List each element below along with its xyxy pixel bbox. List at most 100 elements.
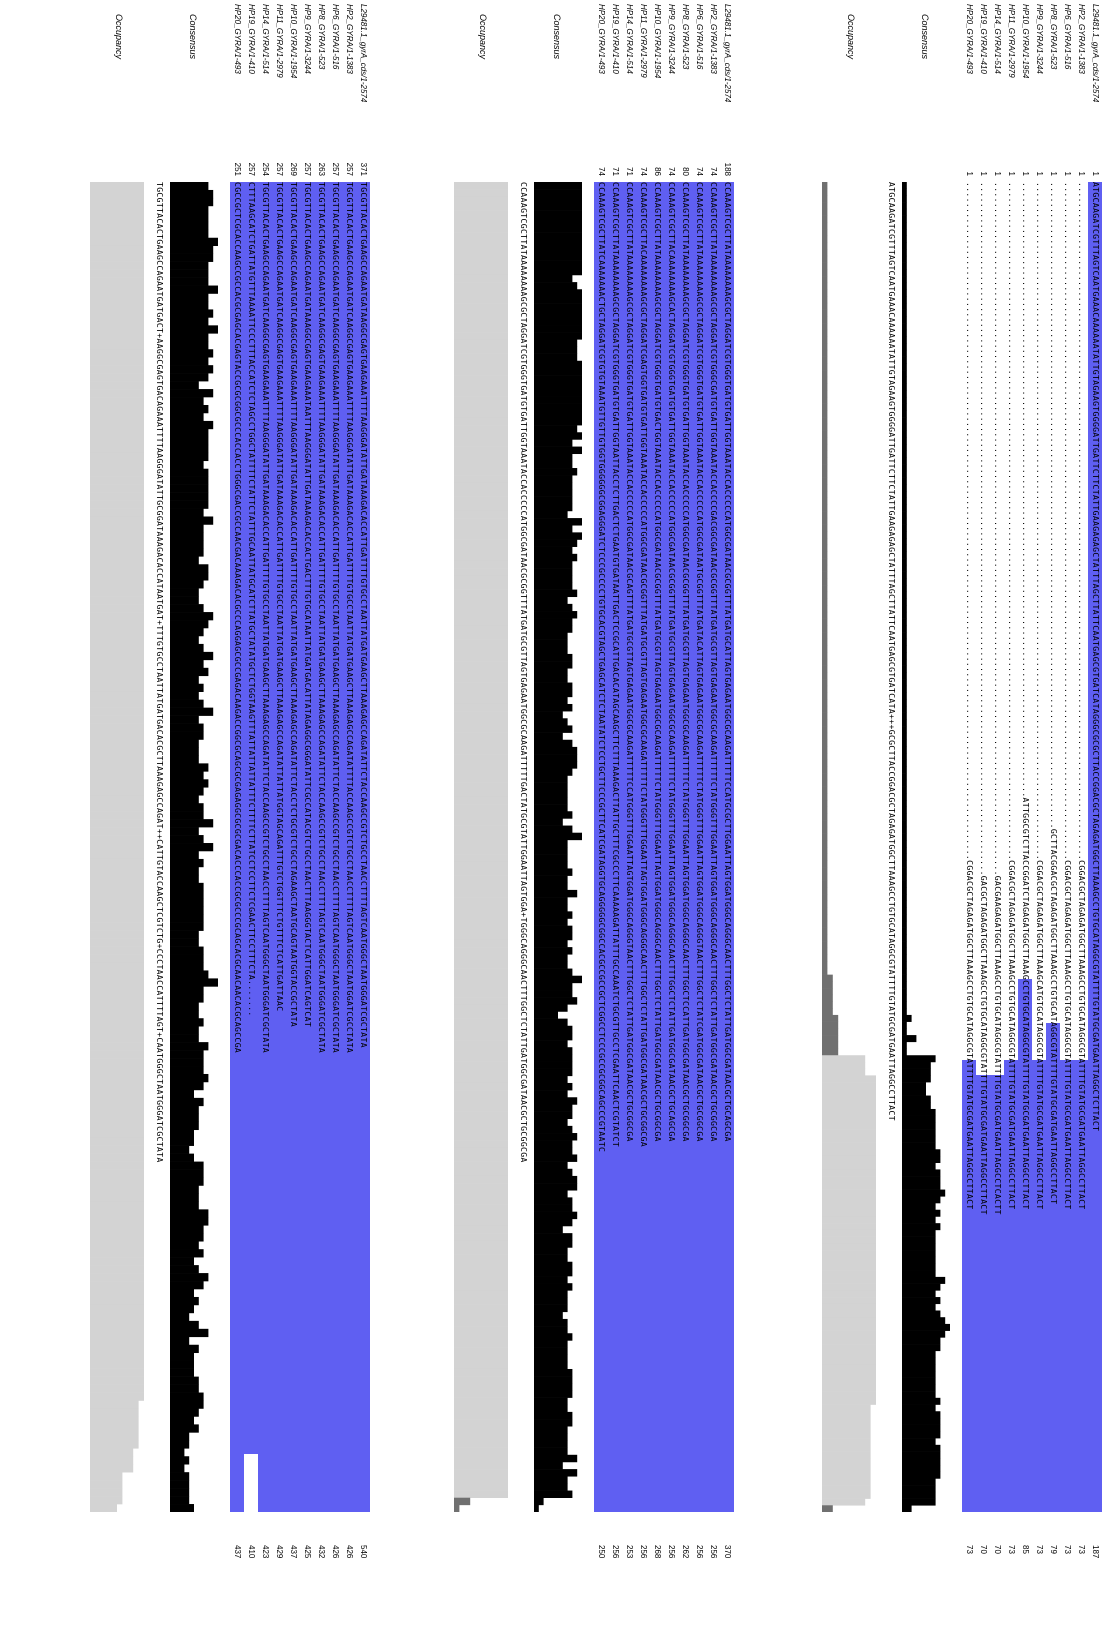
occupancy-bar (454, 1047, 508, 1055)
consensus-bar (170, 850, 199, 860)
consensus-bar (534, 1404, 568, 1413)
consensus-bar (902, 235, 907, 243)
occupancy-bar (454, 947, 508, 955)
occupancy-bar (90, 476, 144, 485)
consensus-bar (902, 1122, 936, 1130)
consensus-bar (534, 553, 578, 562)
occupancy-bar (90, 699, 144, 708)
occupancy-bar (454, 518, 508, 526)
occupancy-bar (822, 517, 828, 525)
consensus-bar (902, 443, 907, 451)
consensus-track-label: Consensus (920, 14, 930, 60)
occupancy-bar (454, 1426, 508, 1434)
consensus-bar (170, 261, 209, 270)
occupancy-bar (90, 381, 144, 390)
consensus-bar (534, 990, 573, 998)
consensus-bar (902, 363, 907, 371)
occupancy-bar (822, 947, 828, 955)
consensus-bar (534, 532, 582, 540)
consensus-bar (170, 1153, 194, 1162)
occupancy-bar (454, 446, 508, 455)
occupancy-bar (454, 1354, 508, 1363)
consensus-bar (170, 245, 214, 254)
occupancy-bar (90, 357, 144, 366)
consensus-bar (170, 1241, 199, 1250)
consensus-bar (902, 1424, 941, 1432)
consensus-bar (902, 329, 907, 337)
occupancy-bar (822, 705, 828, 713)
sequence-residues: CGCCGCTCGCACCAAGCCGCCACGCGAGCACGAGTACCGC… (233, 182, 242, 1054)
consensus-bar (170, 1424, 199, 1433)
consensus-bar (534, 1140, 573, 1148)
consensus-bar (534, 768, 573, 776)
occupancy-bar (90, 922, 144, 931)
consensus-bar (534, 739, 573, 748)
consensus-bar (534, 1254, 568, 1263)
sequence-start-position: 188 (723, 162, 732, 176)
consensus-bar (170, 397, 204, 406)
occupancy-bar (90, 1296, 144, 1306)
occupancy-bar (822, 1444, 871, 1452)
consensus-histogram (902, 182, 954, 1512)
occupancy-bar (90, 779, 144, 788)
occupancy-bar (454, 897, 508, 905)
sequence-name: HP11_GYRA/1-2979 (1007, 4, 1016, 78)
consensus-bar (170, 1265, 199, 1274)
occupancy-bar (822, 645, 828, 653)
sequence-end-position: 73 (1063, 1545, 1072, 1554)
consensus-bar (902, 605, 907, 613)
occupancy-bar (90, 1121, 144, 1131)
consensus-bar (534, 997, 578, 1005)
occupancy-bar (454, 303, 508, 312)
consensus-bar (170, 285, 218, 294)
consensus-bar (534, 403, 582, 412)
consensus-bar (902, 497, 907, 505)
consensus-bar (902, 551, 907, 559)
sequence-residues: ATGCAAGATCGTTTAGTCAATGAAACAAAAAATATTGTAG… (1091, 182, 1100, 1132)
occupancy-bar (822, 625, 828, 633)
occupancy-bar (454, 217, 508, 226)
consensus-bar (534, 825, 573, 833)
consensus-bar (534, 754, 578, 762)
sequence-start-position: 74 (667, 167, 676, 176)
occupancy-bar (822, 1491, 871, 1499)
consensus-bar (534, 560, 573, 569)
occupancy-bar (454, 761, 508, 769)
consensus-bar (534, 1497, 544, 1506)
consensus-bar (534, 1197, 573, 1205)
occupancy-histogram (90, 182, 148, 1512)
occupancy-bar (822, 1209, 876, 1217)
consensus-bar (902, 1323, 950, 1331)
consensus-bar (534, 453, 573, 462)
consensus-bar (534, 196, 582, 204)
occupancy-bar (454, 367, 508, 376)
consensus-bar (534, 1368, 573, 1377)
occupancy-bar (822, 927, 828, 935)
aligned-sequence: ATGCAAGATCGTTTAGTCAATGAAACAAAAAATATTGTAG… (1088, 182, 1102, 1512)
consensus-bar (170, 779, 209, 788)
occupancy-bar (454, 954, 508, 962)
consensus-bar (534, 210, 582, 219)
occupancy-bar (90, 540, 144, 549)
sequence-end-position: 85 (1021, 1545, 1030, 1554)
consensus-bar (170, 1416, 194, 1425)
occupancy-bar (454, 775, 508, 783)
occupancy-bar (822, 544, 828, 552)
sequence-name: HP20_GYRA/1-493 (597, 4, 606, 74)
consensus-bar (902, 1035, 917, 1043)
aligned-sequence: ........................................… (976, 182, 990, 1512)
consensus-bar (534, 975, 582, 984)
consensus-bar (534, 661, 573, 669)
consensus-bar (170, 1360, 194, 1369)
occupancy-bar (454, 232, 508, 240)
sequence-row: HP19_GYRA/1-410 71 CCAAAGTCGCTTATAAAAAAAAG… (608, 0, 622, 1629)
occupancy-bar (822, 732, 828, 740)
occupancy-bar (454, 1032, 508, 1041)
occupancy-bar (454, 1461, 508, 1470)
aligned-sequence: CCAAAGTCGCTTACAAAAAAAAGCGCTAGGATCGAGTGGT… (636, 182, 650, 1512)
occupancy-bar (454, 625, 508, 633)
consensus-bar (534, 1419, 573, 1427)
occupancy-bar (90, 747, 144, 756)
consensus-bar (170, 205, 209, 215)
consensus-bar (534, 804, 568, 812)
